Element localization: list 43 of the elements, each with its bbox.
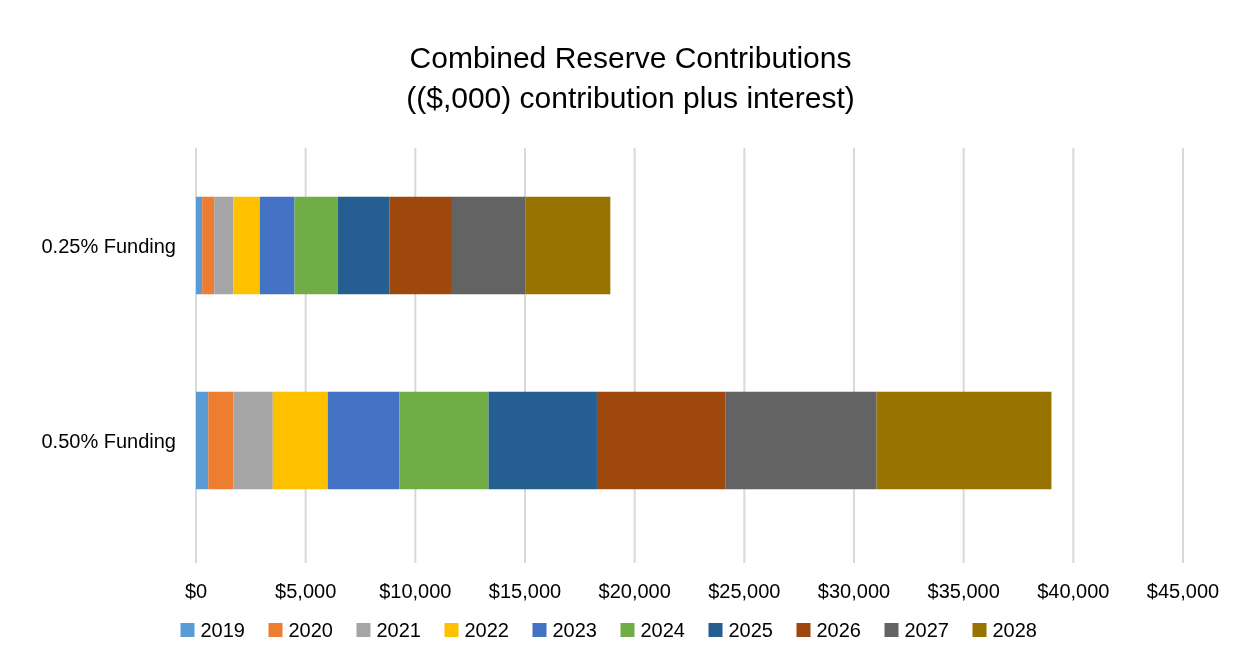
bar [337, 196, 390, 295]
bar [876, 391, 1052, 490]
x-tick-label: $5,000 [275, 580, 337, 602]
bar [196, 196, 203, 295]
legend-label: 2024 [640, 619, 685, 641]
x-tick-label: $30,000 [817, 580, 891, 602]
x-tick-label: $15,000 [488, 580, 562, 602]
x-tick-label: $10,000 [379, 580, 452, 602]
legend-label: 2021 [376, 619, 421, 641]
x-tick-label: $35,000 [927, 580, 1000, 602]
bar [596, 391, 726, 490]
bar [208, 391, 234, 490]
x-tick-label: $20,000 [598, 580, 671, 602]
bar [259, 196, 295, 295]
y-tick-label: 0.50% Funding [41, 429, 176, 452]
y-tick-label: 0.25% Funding [41, 234, 176, 257]
bar [725, 391, 877, 490]
bar [451, 196, 526, 295]
legend-label: 2025 [728, 619, 773, 641]
legend-label: 2028 [992, 619, 1037, 641]
bar [233, 391, 273, 490]
bar [202, 196, 215, 295]
bar [389, 196, 452, 295]
x-tick-label: $45,000 [1146, 580, 1220, 602]
x-tick-label: $25,000 [708, 580, 781, 602]
x-tick-label: $0 [184, 580, 208, 602]
bar [525, 196, 611, 295]
bar [214, 196, 234, 295]
bar [233, 196, 260, 295]
bar [399, 391, 489, 490]
legend-label: 2020 [288, 619, 333, 641]
bar [488, 391, 597, 490]
bar [196, 391, 209, 490]
legend-label: 2026 [816, 619, 861, 641]
legend-label: 2027 [904, 619, 949, 641]
bar [272, 391, 328, 490]
bar [327, 391, 400, 490]
legend-label: 2023 [552, 619, 597, 641]
x-tick-label: $40,000 [1037, 580, 1110, 602]
bar [294, 196, 338, 295]
legend-label: 2022 [464, 619, 509, 641]
legend-label: 2019 [200, 619, 245, 641]
chart-title: Combined Reserve Contributions (($,000) contribution plus interest) [406, 41, 855, 114]
